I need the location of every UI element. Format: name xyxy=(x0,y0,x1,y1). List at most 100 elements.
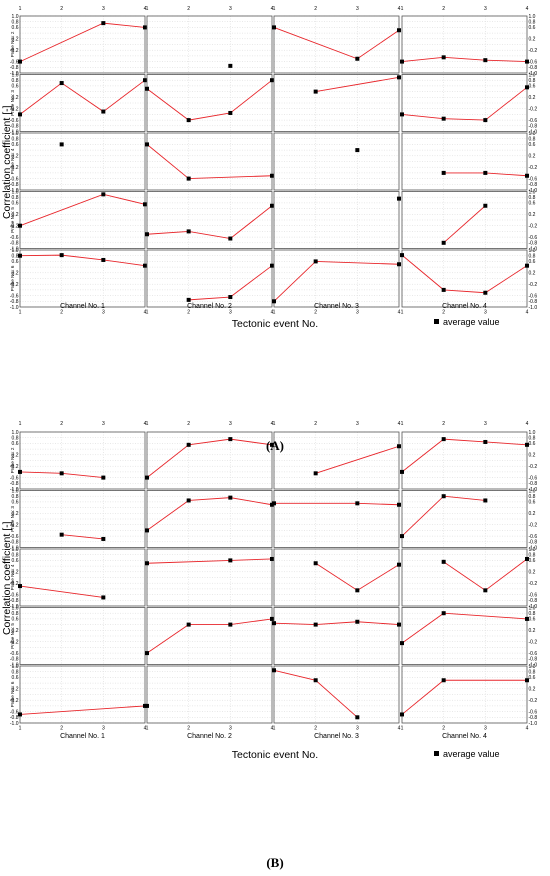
bottom-x-tick-label: 2 xyxy=(60,726,63,732)
data-point-p0-r4-c0-2 xyxy=(101,257,106,262)
top-x-tick-label: 1 xyxy=(401,6,404,12)
y-tick-label-left: 0.2 xyxy=(12,570,19,576)
data-point-p1-r0-c0-1 xyxy=(59,471,64,476)
bottom-x-tick-label: 2 xyxy=(187,310,190,316)
data-point-p0-r4-c3-2 xyxy=(483,290,488,295)
data-point-p0-r1-c0-0 xyxy=(18,112,22,117)
bottom-x-tick-label: 1 xyxy=(19,310,22,316)
bottom-x-tick-label: 1 xyxy=(401,310,404,316)
data-point-p0-r1-c3-3 xyxy=(525,85,529,90)
top-x-tick-label: 1 xyxy=(401,421,404,427)
data-point-p1-r3-c1-2 xyxy=(228,622,233,627)
y-tick-label-right: 0.2 xyxy=(529,271,536,277)
top-x-tick-label: 3 xyxy=(484,6,487,12)
top-x-tick-label: 4 xyxy=(144,6,147,12)
subplot-frame-p1-r3-c3 xyxy=(401,607,528,665)
data-point-p0-r1-c1-2 xyxy=(228,110,233,115)
y-tick-label-right: 1.0 xyxy=(529,430,536,436)
y-tick-label-right: -1.0 xyxy=(529,71,538,77)
y-tick-label-left: -0.6 xyxy=(10,651,19,657)
data-point-p1-r2-c2-1 xyxy=(355,588,360,593)
channel-label-2: Channel No. 3 xyxy=(314,303,359,310)
data-point-p1-r1-c0-1 xyxy=(101,536,106,541)
series-line-p0-r4-c3 xyxy=(401,254,528,294)
y-tick-label-right: 0.8 xyxy=(529,195,536,201)
y-tick-label-right: -0.6 xyxy=(529,592,538,598)
data-point-p1-r0-c1-0 xyxy=(145,475,149,480)
data-point-p1-r0-c0-0 xyxy=(18,469,22,474)
y-tick-label-left: -0.2 xyxy=(10,224,19,230)
y-tick-label-left: 0.2 xyxy=(12,95,19,101)
subplot-frame-p1-r3-c0 xyxy=(19,607,146,665)
top-x-tick-label: 2 xyxy=(187,421,190,427)
y-tick-label-right: -0.8 xyxy=(529,241,538,247)
y-tick-label-right: 1.0 xyxy=(529,547,536,553)
y-tick-label-left: 0.8 xyxy=(12,553,19,559)
y-tick-label-left: 0.8 xyxy=(12,137,19,143)
data-point-p0-r0-c2-2 xyxy=(397,28,401,33)
data-point-p1-r2-c1-2 xyxy=(270,556,274,561)
y-tick-label-left: -0.6 xyxy=(10,59,19,65)
y-tick-label-left: 0.2 xyxy=(12,687,19,693)
data-point-p1-r2-c1-1 xyxy=(228,558,233,563)
bottom-x-tick-label: 1 xyxy=(273,310,276,316)
subplot-frame-p0-r1-c0 xyxy=(19,74,146,132)
top-x-tick-label: 4 xyxy=(526,421,529,427)
y-tick-label-right: -0.2 xyxy=(529,165,538,171)
bottom-x-tick-label: 2 xyxy=(442,726,445,732)
probe-label-row-2: Probe No.: 4 xyxy=(10,564,15,590)
series-line-p0-r3-c3 xyxy=(443,205,486,244)
data-point-p0-r4-c3-1 xyxy=(441,287,446,292)
y-tick-label-right: 1.0 xyxy=(529,248,536,254)
legend-marker xyxy=(434,751,439,756)
data-point-p0-r4-c1-0 xyxy=(186,297,191,302)
y-tick-label-left: 1.0 xyxy=(12,14,19,20)
data-point-p1-r0-c3-0 xyxy=(400,469,404,474)
series-line-p1-r0-c3 xyxy=(401,438,528,473)
top-x-tick-label: 3 xyxy=(484,421,487,427)
data-point-p1-r2-c3-2 xyxy=(525,556,529,561)
series-line-p0-r1-c2 xyxy=(315,76,400,93)
probe-label-row-1: Probe No.: 3 xyxy=(10,506,15,532)
data-point-p0-r0-c3-0 xyxy=(400,59,404,64)
top-x-tick-label: 3 xyxy=(229,6,232,12)
top-x-tick-label: 3 xyxy=(356,421,359,427)
data-point-p1-r0-c1-1 xyxy=(186,442,191,447)
bottom-x-tick-label: 4 xyxy=(398,726,401,732)
y-tick-label-right: 0.8 xyxy=(529,20,536,26)
y-tick-label-left: -0.8 xyxy=(10,65,19,71)
data-point-p0-r3-c1-3 xyxy=(270,203,274,208)
data-point-p1-r4-c3-1 xyxy=(441,678,446,683)
subplot-frame-p1-r3-c1 xyxy=(146,607,273,665)
y-tick-label-right: -0.8 xyxy=(529,540,538,546)
data-point-p0-r0-c3-1 xyxy=(441,55,446,60)
data-point-p1-r0-c1-2 xyxy=(228,437,233,442)
probe-label-row-3: Probe No.: 5 xyxy=(10,207,15,233)
data-point-p1-r1-c1-1 xyxy=(186,498,191,503)
y-tick-label-left: 0.6 xyxy=(12,259,19,265)
y-tick-label-right: -0.8 xyxy=(529,598,538,604)
data-point-p1-r0-c3-1 xyxy=(441,437,446,442)
data-point-p0-r2-c0-0 xyxy=(59,142,64,147)
subplot-frame-p0-r2-c0 xyxy=(19,132,146,191)
y-tick-label-left: 1.0 xyxy=(12,430,19,436)
y-tick-label-right: 0.8 xyxy=(529,254,536,260)
y-tick-label-left: -1.0 xyxy=(10,246,19,252)
subplot-frame-p0-r3-c0 xyxy=(19,191,146,249)
data-point-p0-r1-c3-0 xyxy=(400,112,404,117)
data-point-p0-r2-c3-0 xyxy=(441,170,446,175)
data-point-p0-r0-c0-0 xyxy=(18,59,22,64)
legend-label: average value xyxy=(443,317,500,327)
y-tick-label-left: 0.8 xyxy=(12,78,19,84)
bottom-x-tick-label: 2 xyxy=(187,726,190,732)
y-tick-label-right: -0.2 xyxy=(529,282,538,288)
data-point-p0-r0-c2-0 xyxy=(272,25,276,30)
bottom-x-tick-label: 4 xyxy=(526,310,529,316)
y-tick-label-left: 0.6 xyxy=(12,675,19,681)
data-point-p1-r1-c0-0 xyxy=(59,532,64,537)
panel-b-label: (B) xyxy=(266,855,284,870)
data-point-p1-r0-c2-0 xyxy=(313,471,318,476)
subplot-frame-p0-r0-c3 xyxy=(401,15,528,74)
y-tick-label-right: -1.0 xyxy=(529,305,538,311)
bottom-x-tick-label: 1 xyxy=(146,726,149,732)
